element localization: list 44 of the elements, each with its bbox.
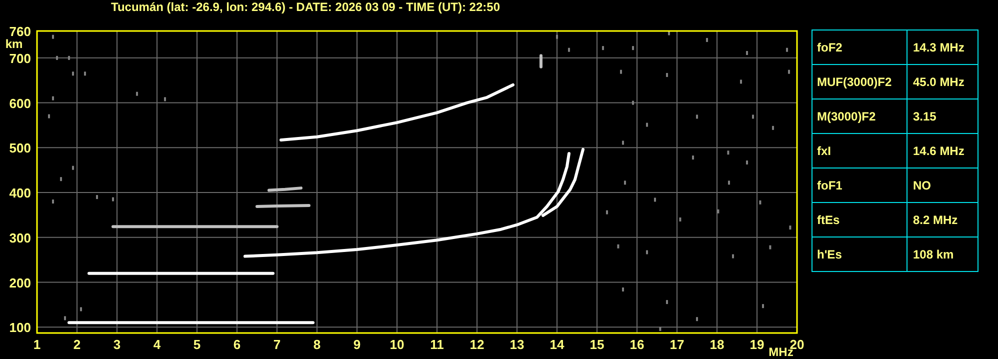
- x-tick-label: 18: [710, 337, 724, 352]
- text: fxI: [817, 144, 832, 158]
- text: 108 km: [913, 247, 954, 262]
- x-tick-label: 6: [233, 337, 241, 352]
- text: 8.2 MHz: [913, 212, 958, 227]
- x-tick-label: 19: [750, 337, 764, 352]
- text: M(3000)F2: [817, 109, 876, 124]
- y-tick-label: 760: [9, 24, 31, 39]
- text: NO: [913, 178, 931, 192]
- x-tick-label: 8: [313, 337, 321, 352]
- text: 45.0 MHz: [913, 74, 964, 89]
- y-tick-label: 300: [9, 230, 31, 246]
- y-tick-label: 200: [9, 275, 31, 290]
- text: 14.3 MHz: [913, 40, 964, 54]
- x-tick-label: 2: [73, 337, 81, 352]
- y-tick-label: 400: [9, 186, 31, 201]
- x-tick-label: 9: [353, 337, 361, 352]
- text: foF2: [817, 40, 843, 54]
- text: MUF(3000)F2: [817, 74, 892, 89]
- x-tick-label: 12: [470, 337, 484, 352]
- y-tick-label: 500: [9, 140, 31, 156]
- y-tick-label: 100: [9, 320, 31, 336]
- text: 3.15: [913, 109, 937, 124]
- chart-title: Tucumán (lat: -26.9, lon: 294.6) - DATE: 2026 03 09 - TIME (UT): 22:50: [111, 0, 500, 14]
- text: ftEs: [817, 212, 840, 227]
- x-tick-label: 5: [193, 337, 201, 352]
- x-tick-label: 3: [113, 337, 121, 352]
- y-axis-title: km: [5, 37, 23, 51]
- y-tick-label: 700: [9, 50, 31, 66]
- x-tick-label: 14: [550, 337, 565, 352]
- y-tick-label: 600: [9, 96, 31, 111]
- x-tick-label: 16: [630, 337, 644, 352]
- text: h'Es: [817, 247, 842, 262]
- x-tick-label: 15: [590, 337, 604, 352]
- x-tick-label: 1: [33, 337, 41, 352]
- x-tick-label: 7: [273, 337, 281, 352]
- x-tick-label: 13: [510, 337, 524, 352]
- x-tick-label: 11: [430, 337, 444, 352]
- x-tick-label: 4: [153, 337, 162, 352]
- line-series: [280, 83, 514, 142]
- text: 14.6 MHz: [913, 144, 964, 158]
- x-tick-label: 10: [390, 337, 404, 352]
- text: foF1: [817, 178, 843, 192]
- x-tick-label: 17: [670, 337, 684, 352]
